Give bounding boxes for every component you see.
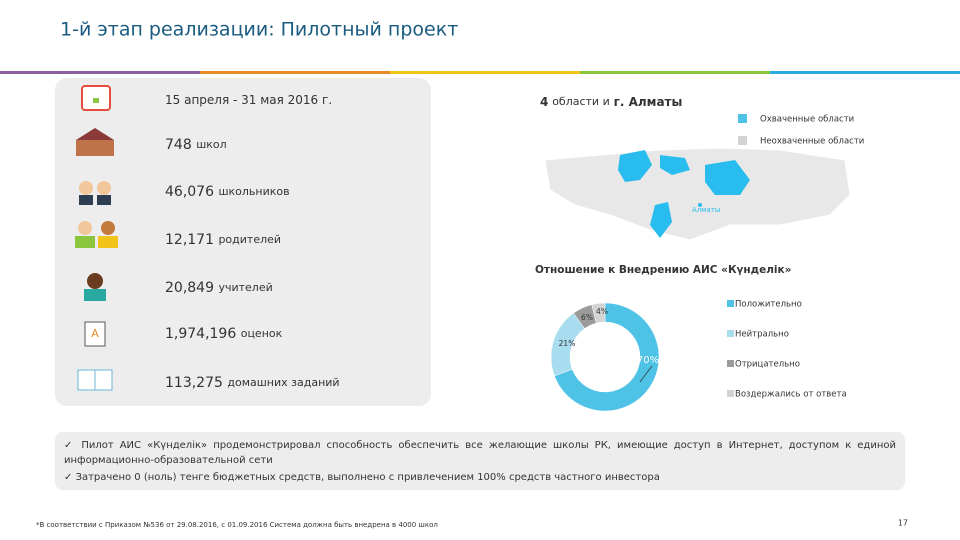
stat: 1,974,196 оценок [165,326,283,342]
note-text: Пилот АИС «Күнделік» продемонстрировал с… [64,440,897,466]
stat-unit: родителей [218,233,281,246]
data-label: 21% [559,339,576,348]
stat: 748 школ [165,137,227,153]
donut-segment [554,302,660,412]
stats-panel [55,78,431,406]
accent-bar [0,71,200,74]
accent-bar [770,71,960,74]
stats-list: 15 апреля - 31 мая 2016 г. 748 школ 46,076… [165,93,340,392]
callout-line [639,365,653,383]
map-title-text: области и [552,95,610,108]
title: 1-й этап реализации: Пилотный проект [60,19,458,41]
note: ✓ Затрачено 0 (ноль) тенге бюджетных сре… [64,472,660,483]
stat: 113,275 домашних заданий [165,375,340,391]
legend-label: Охваченные области [760,115,854,125]
stat-number: 113,275 [165,375,223,391]
legend-swatch [727,300,734,307]
legend-swatch [727,360,734,367]
map-title-city: г. Алматы [614,95,683,109]
stat-unit: школьников [218,185,289,198]
legend-label: Неохваченные области [760,137,864,147]
legend-swatch [727,330,734,337]
data-label: 6% [581,313,593,322]
accent-bar [580,71,770,74]
stat-number: 748 [165,137,192,153]
stat: 20,849 учителей [165,280,273,296]
map-city-label: Алматы [692,206,720,214]
data-label: 70% [637,355,659,366]
legend-swatch [738,114,747,123]
stat-unit: домашних заданий [227,376,339,389]
data-label: 4% [596,307,608,316]
donut-segment [591,302,606,324]
donut-chart: 70% Положительно 21% Нейтрально 6% Отрицатель… [550,300,847,412]
note-text: Затрачено 0 (ноль) тенге бюджетных средс… [75,472,660,483]
stat-number: 1,974,196 [165,326,236,342]
notes-panel [55,432,905,490]
legend-label: Нейтрально [735,330,789,340]
legend-label: Положительно [735,300,802,310]
stat-number: 20,849 [165,280,214,296]
page-number: 17 [898,519,908,528]
stat-unit: школ [196,138,226,151]
svg-text:A: A [91,327,99,340]
footnote: *В соответствии с Приказом №536 от 29.08… [36,521,438,529]
accent-bar [390,71,580,74]
accent-bar [200,71,390,74]
legend-swatch [738,136,747,145]
stat: 15 апреля - 31 мая 2016 г. [165,93,332,107]
stat-unit: оценок [241,327,283,340]
stat: 46,076 школьников [165,184,290,200]
map-title: 4 области и г. Алматы [540,95,682,109]
stat-number: 46,076 [165,184,214,200]
note: ✓ Пилот АИС «Күнделік» продемонстрировал… [64,440,897,466]
stat-unit: учителей [218,281,272,294]
icons: A [75,85,118,391]
legend-label: Воздержались от ответа [735,390,847,400]
stat: 12,171 родителей [165,232,281,248]
legend-label: Отрицательно [735,360,800,370]
map-title-number: 4 [540,95,548,109]
stat-number: 15 апреля - 31 мая 2016 г. [165,93,332,107]
map: Алматы [544,147,851,241]
legend-swatch [727,390,734,397]
stat-number: 12,171 [165,232,214,248]
chart-title: Отношение к Внедрению АИС «Күнделік» [535,264,791,276]
